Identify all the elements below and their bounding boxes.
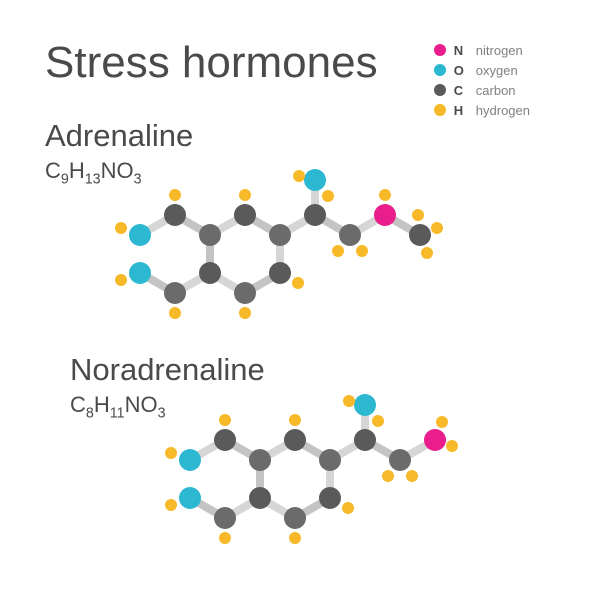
atom: [412, 209, 424, 221]
atom: [322, 190, 334, 202]
legend-item: Hhydrogen: [434, 100, 530, 120]
atom: [374, 204, 396, 226]
molecule-structure: [130, 380, 530, 580]
legend-dot: [434, 84, 446, 96]
atom: [379, 189, 391, 201]
atom: [342, 502, 354, 514]
legend-label: oxygen: [476, 63, 518, 78]
atom: [199, 262, 221, 284]
atom: [304, 204, 326, 226]
atom: [214, 507, 236, 529]
atom: [129, 224, 151, 246]
atom: [446, 440, 458, 452]
atom: [164, 282, 186, 304]
legend-dot: [434, 104, 446, 116]
atom: [115, 274, 127, 286]
atom: [164, 204, 186, 226]
atom: [343, 395, 355, 407]
atom: [431, 222, 443, 234]
atom: [332, 245, 344, 257]
atom: [354, 394, 376, 416]
atom: [234, 204, 256, 226]
atom: [421, 247, 433, 259]
atom: [234, 282, 256, 304]
legend-symbol: H: [454, 103, 468, 118]
atom: [284, 507, 306, 529]
legend-item: Ccarbon: [434, 80, 530, 100]
atom: [293, 170, 305, 182]
atom: [319, 487, 341, 509]
atom: [289, 414, 301, 426]
atom: [269, 262, 291, 284]
legend-dot: [434, 64, 446, 76]
atom: [169, 307, 181, 319]
atom: [179, 449, 201, 471]
atom: [436, 416, 448, 428]
atom: [115, 222, 127, 234]
atom: [354, 429, 376, 451]
atom: [199, 224, 221, 246]
atom: [169, 189, 181, 201]
atom: [269, 224, 291, 246]
legend-item: Ooxygen: [434, 60, 530, 80]
legend: NnitrogenOoxygenCcarbonHhydrogen: [434, 40, 530, 120]
atom: [339, 224, 361, 246]
atom: [389, 449, 411, 471]
atom: [406, 470, 418, 482]
legend-label: hydrogen: [476, 103, 530, 118]
atom: [179, 487, 201, 509]
legend-symbol: O: [454, 63, 468, 78]
atom: [219, 414, 231, 426]
page-title: Stress hormones: [45, 38, 378, 88]
atom: [382, 470, 394, 482]
legend-dot: [434, 44, 446, 56]
legend-label: nitrogen: [476, 43, 523, 58]
atom: [219, 532, 231, 544]
atom: [319, 449, 341, 471]
atom: [129, 262, 151, 284]
atom: [214, 429, 236, 451]
atom: [289, 532, 301, 544]
legend-symbol: N: [454, 43, 468, 58]
atom: [249, 449, 271, 471]
atom: [284, 429, 306, 451]
molecule-name: Adrenaline: [45, 118, 193, 154]
legend-symbol: C: [454, 83, 468, 98]
atom: [165, 447, 177, 459]
atom: [409, 224, 431, 246]
atom: [239, 307, 251, 319]
atom: [239, 189, 251, 201]
atom: [165, 499, 177, 511]
molecule-structure: [80, 155, 480, 355]
atom: [292, 277, 304, 289]
atom: [372, 415, 384, 427]
atom: [424, 429, 446, 451]
legend-item: Nnitrogen: [434, 40, 530, 60]
legend-label: carbon: [476, 83, 516, 98]
atom: [249, 487, 271, 509]
atom: [304, 169, 326, 191]
atom: [356, 245, 368, 257]
